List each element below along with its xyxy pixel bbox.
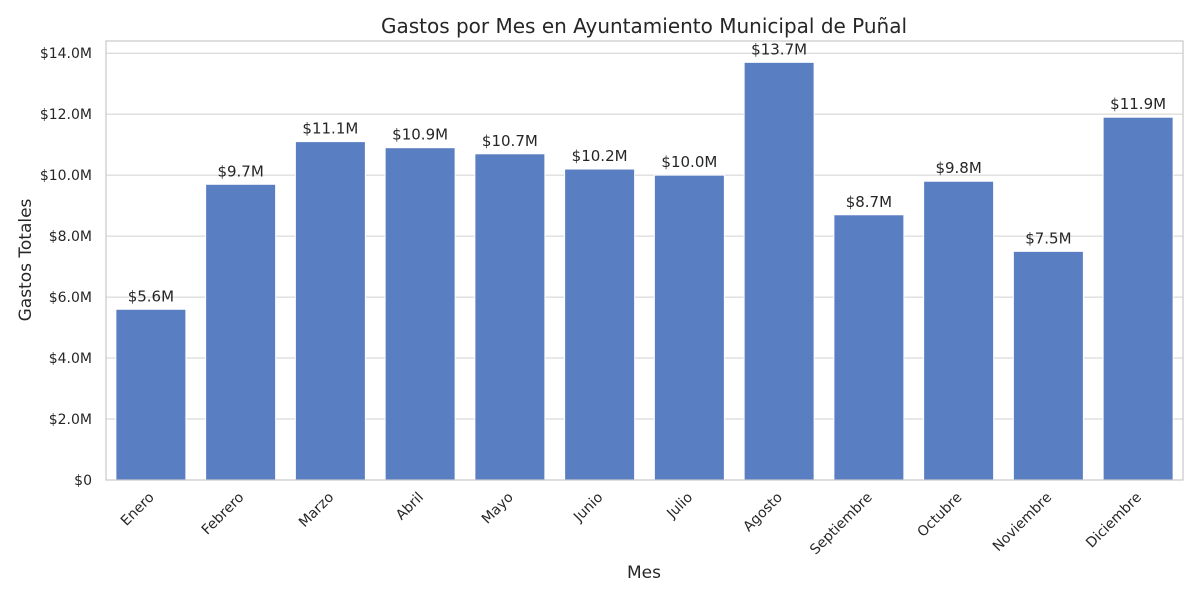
y-tick-label: $4.0M [49,351,92,367]
bar-value-label: $11.9M [1110,95,1166,113]
y-axis-ticks: $0 $2.0M $4.0M $6.0M $8.0M $10.0M $12.0M $14.0M [40,46,92,489]
bar-marzo [294,141,366,481]
bar-enero [115,308,187,481]
bar-octubre [923,180,995,481]
x-tick-label: Agosto [740,490,786,536]
bar-value-label: $13.7M [751,40,807,58]
bar-value-label: $10.0M [661,153,717,171]
bar-abril [384,147,456,481]
x-tick-label: Septiembre [807,490,876,559]
bar-value-label: $10.2M [572,147,628,165]
x-axis-ticks: Enero Febrero Marzo Abril Mayo Junio Julio Agos… [118,490,1145,559]
bar-diciembre [1102,116,1174,481]
x-tick-label: Abril [393,490,427,524]
bar-value-labels: $5.6M $9.7M $11.1M $10.9M $10.7M $10.2M $10.0M… [128,40,1166,305]
bar-septiembre [833,214,905,481]
x-tick-label: Junio [570,490,606,526]
y-tick-label: $10.0M [40,168,92,184]
x-axis-label: Mes [627,563,661,583]
bar-value-label: $8.7M [846,193,892,211]
bar-julio [653,174,725,481]
x-tick-label: Febrero [199,490,248,539]
bar-value-label: $10.9M [392,126,448,144]
y-tick-label: $0 [74,473,92,489]
x-tick-label: Julio [663,490,696,523]
grid-lines [106,52,1183,481]
x-tick-label: Enero [118,490,158,530]
bar-febrero [205,183,277,481]
bar-mayo [474,153,546,481]
y-tick-label: $12.0M [40,107,92,123]
y-tick-label: $14.0M [40,46,92,62]
bar-value-label: $9.8M [935,159,981,177]
bar-value-label: $9.7M [217,162,263,180]
bar-noviembre [1012,250,1084,481]
y-tick-label: $8.0M [49,229,92,245]
x-tick-label: Octubre [915,490,966,541]
y-tick-label: $6.0M [49,290,92,306]
bar-agosto [743,61,815,481]
x-tick-label: Marzo [296,490,337,531]
x-tick-label: Noviembre [990,490,1055,555]
y-axis-label: Gastos Totales [16,198,36,321]
plot-frame [105,40,1184,481]
bar-value-label: $7.5M [1025,229,1071,247]
x-tick-label: Mayo [479,490,517,528]
bar-value-label: $5.6M [128,287,174,305]
bars [115,61,1174,481]
x-tick-label: Diciembre [1083,490,1145,552]
y-tick-label: $2.0M [49,412,92,428]
bar-value-label: $10.7M [482,132,538,150]
bar-value-label: $11.1M [302,120,358,138]
bar-junio [564,168,636,481]
chart-title: Gastos por Mes en Ayuntamiento Municipal… [381,14,907,38]
